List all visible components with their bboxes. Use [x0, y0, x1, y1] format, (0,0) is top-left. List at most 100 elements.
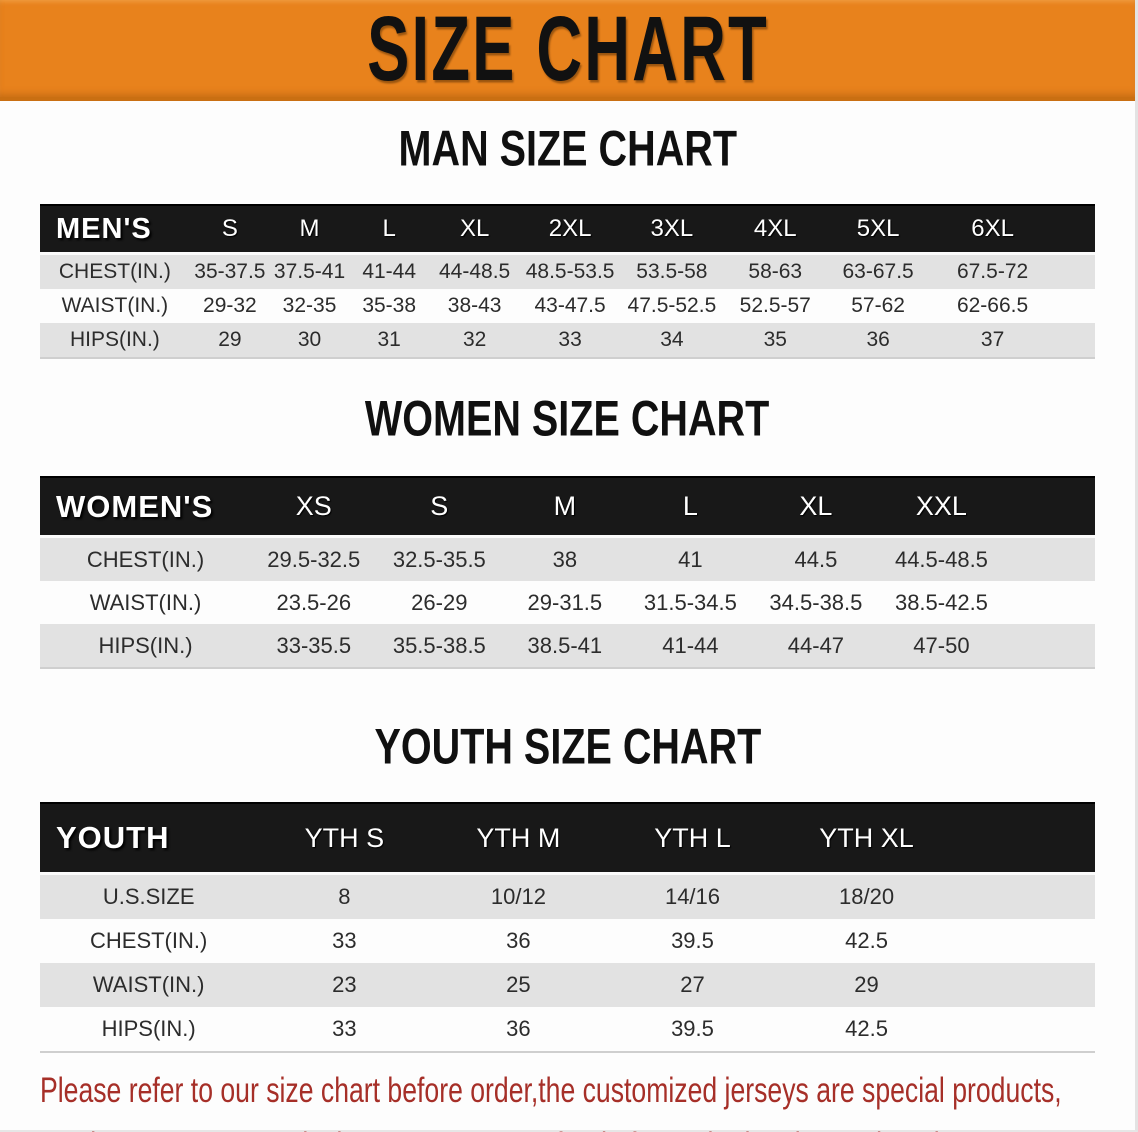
- size-value-cell: 23: [257, 963, 432, 1007]
- size-value-cell: 35-38: [349, 289, 430, 323]
- size-column-header: YTH M: [431, 802, 606, 875]
- measurement-row: CHEST(IN.) 33 36 39.5 42.5: [40, 919, 1095, 963]
- size-value-cell: 33-35.5: [251, 624, 377, 668]
- measurement-row: WAIST(IN.) 29-32 32-35 35-38 38-43 43-47.5 47.…: [40, 289, 1095, 323]
- size-value-cell: 29-31.5: [502, 581, 628, 624]
- table-header-label: MEN'S: [40, 204, 190, 255]
- size-value-cell: 41-44: [349, 253, 430, 289]
- size-value-cell: 58-63: [723, 253, 827, 289]
- size-value-cell: 67.5-72: [929, 253, 1056, 289]
- size-value-cell: 47-50: [878, 624, 1005, 668]
- measurement-row: CHEST(IN.) 29.5-32.5 32.5-35.5 38 41 44.5 44.5…: [40, 536, 1095, 581]
- size-value-cell: 26-29: [376, 581, 503, 624]
- row-label: CHEST(IN.): [40, 253, 190, 289]
- size-value-cell: 41-44: [627, 624, 754, 668]
- size-column-header: S: [189, 204, 270, 255]
- size-column-header: M: [269, 204, 350, 255]
- size-value-cell: 34: [620, 323, 724, 358]
- row-filler-cell: [1055, 289, 1095, 323]
- size-column-header: S: [376, 476, 503, 538]
- size-value-cell: 14/16: [605, 873, 780, 919]
- youth-size-table-wrap: YOUTH YTH S YTH M YTH L YTH XL U.S.SIZE 8 10/12…: [0, 802, 1135, 1053]
- size-value-cell: 25: [431, 963, 606, 1007]
- size-value-cell: 33: [257, 1007, 432, 1052]
- size-column-header: XS: [251, 476, 377, 538]
- row-label: WAIST(IN.): [40, 289, 190, 323]
- row-filler-cell: [1055, 323, 1095, 358]
- size-value-cell: 41: [627, 536, 754, 581]
- size-value-cell: 36: [431, 919, 606, 963]
- size-value-cell: 36: [826, 323, 930, 358]
- women-section-heading-text: WOMEN SIZE CHART: [365, 389, 770, 447]
- size-column-header: M: [502, 476, 628, 538]
- measurement-row: CHEST(IN.) 35-37.5 37.5-41 41-44 44-48.5 48.5…: [40, 253, 1095, 289]
- size-value-cell: 44-47: [753, 624, 879, 668]
- header-filler-cell: [1004, 476, 1095, 538]
- row-filler-cell: [1055, 253, 1095, 289]
- size-column-header: L: [349, 204, 430, 255]
- size-value-cell: 44-48.5: [429, 253, 520, 289]
- size-table-header-row: MEN'S S M L XL 2XL 3XL 4XL 5XL 6XL: [40, 204, 1095, 255]
- size-value-cell: 37.5-41: [269, 253, 350, 289]
- size-value-cell: 39.5: [605, 919, 780, 963]
- size-column-header: XXL: [878, 476, 1005, 538]
- row-filler-cell: [1004, 581, 1095, 624]
- size-table-header-row: WOMEN'S XS S M L XL XXL: [40, 476, 1095, 538]
- header-filler-cell: [1055, 204, 1095, 255]
- size-value-cell: 32: [429, 323, 520, 358]
- row-label: U.S.SIZE: [40, 873, 258, 919]
- size-column-header: L: [627, 476, 754, 538]
- size-column-header: YTH S: [257, 802, 432, 875]
- measurement-row: WAIST(IN.) 23 25 27 29: [40, 963, 1095, 1007]
- women-section-heading: WOMEN SIZE CHART: [0, 389, 1135, 452]
- row-label: HIPS(IN.): [40, 624, 252, 668]
- size-value-cell: 31: [349, 323, 430, 358]
- size-value-cell: 29: [189, 323, 270, 358]
- size-column-header: XL: [753, 476, 879, 538]
- size-value-cell: 33: [519, 323, 621, 358]
- row-filler-cell: [953, 1007, 1095, 1052]
- size-value-cell: 32-35: [269, 289, 350, 323]
- row-filler-cell: [953, 919, 1095, 963]
- size-value-cell: 23.5-26: [251, 581, 377, 624]
- size-value-cell: 38: [502, 536, 628, 581]
- men-section-heading: MAN SIZE CHART: [0, 119, 1135, 182]
- order-notice-line1-text: Please refer to our size chart before or…: [40, 1071, 1062, 1110]
- size-value-cell: 27: [605, 963, 780, 1007]
- size-value-cell: 53.5-58: [620, 253, 724, 289]
- row-label: WAIST(IN.): [40, 963, 258, 1007]
- header-filler-cell: [953, 802, 1095, 875]
- size-value-cell: 62-66.5: [929, 289, 1056, 323]
- measurement-row: HIPS(IN.) 29 30 31 32 33 34 35 36 37: [40, 323, 1095, 358]
- size-value-cell: 42.5: [779, 919, 954, 963]
- row-label: WAIST(IN.): [40, 581, 252, 624]
- size-column-header: 3XL: [620, 204, 724, 255]
- order-notice: Please refer to our size chart before or…: [0, 1067, 1135, 1132]
- size-value-cell: 35: [723, 323, 827, 358]
- youth-section-heading-text: YOUTH SIZE CHART: [374, 717, 761, 775]
- size-value-cell: 10/12: [431, 873, 606, 919]
- table-header-label: WOMEN'S: [40, 476, 252, 538]
- row-label: HIPS(IN.): [40, 323, 190, 358]
- size-column-header: YTH XL: [779, 802, 954, 875]
- order-notice-line: Please refer to our size chart before or…: [40, 1067, 1135, 1122]
- size-value-cell: 47.5-52.5: [620, 289, 724, 323]
- row-filler-cell: [1004, 536, 1095, 581]
- measurement-row: U.S.SIZE 8 10/12 14/16 18/20: [40, 873, 1095, 919]
- row-filler-cell: [1004, 624, 1095, 668]
- women-size-table: WOMEN'S XS S M L XL XXL CHEST(IN.) 29.5-32.5 32.5…: [40, 476, 1095, 669]
- size-column-header: XL: [429, 204, 520, 255]
- size-value-cell: 44.5: [753, 536, 879, 581]
- size-value-cell: 37: [929, 323, 1056, 358]
- row-label: HIPS(IN.): [40, 1007, 258, 1052]
- size-value-cell: 31.5-34.5: [627, 581, 754, 624]
- size-table-header-row: YOUTH YTH S YTH M YTH L YTH XL: [40, 802, 1095, 875]
- size-value-cell: 57-62: [826, 289, 930, 323]
- men-section-heading-text: MAN SIZE CHART: [398, 119, 737, 177]
- size-value-cell: 39.5: [605, 1007, 780, 1052]
- size-value-cell: 36: [431, 1007, 606, 1052]
- size-value-cell: 35.5-38.5: [376, 624, 503, 668]
- size-column-header: 5XL: [826, 204, 930, 255]
- row-label: CHEST(IN.): [40, 536, 252, 581]
